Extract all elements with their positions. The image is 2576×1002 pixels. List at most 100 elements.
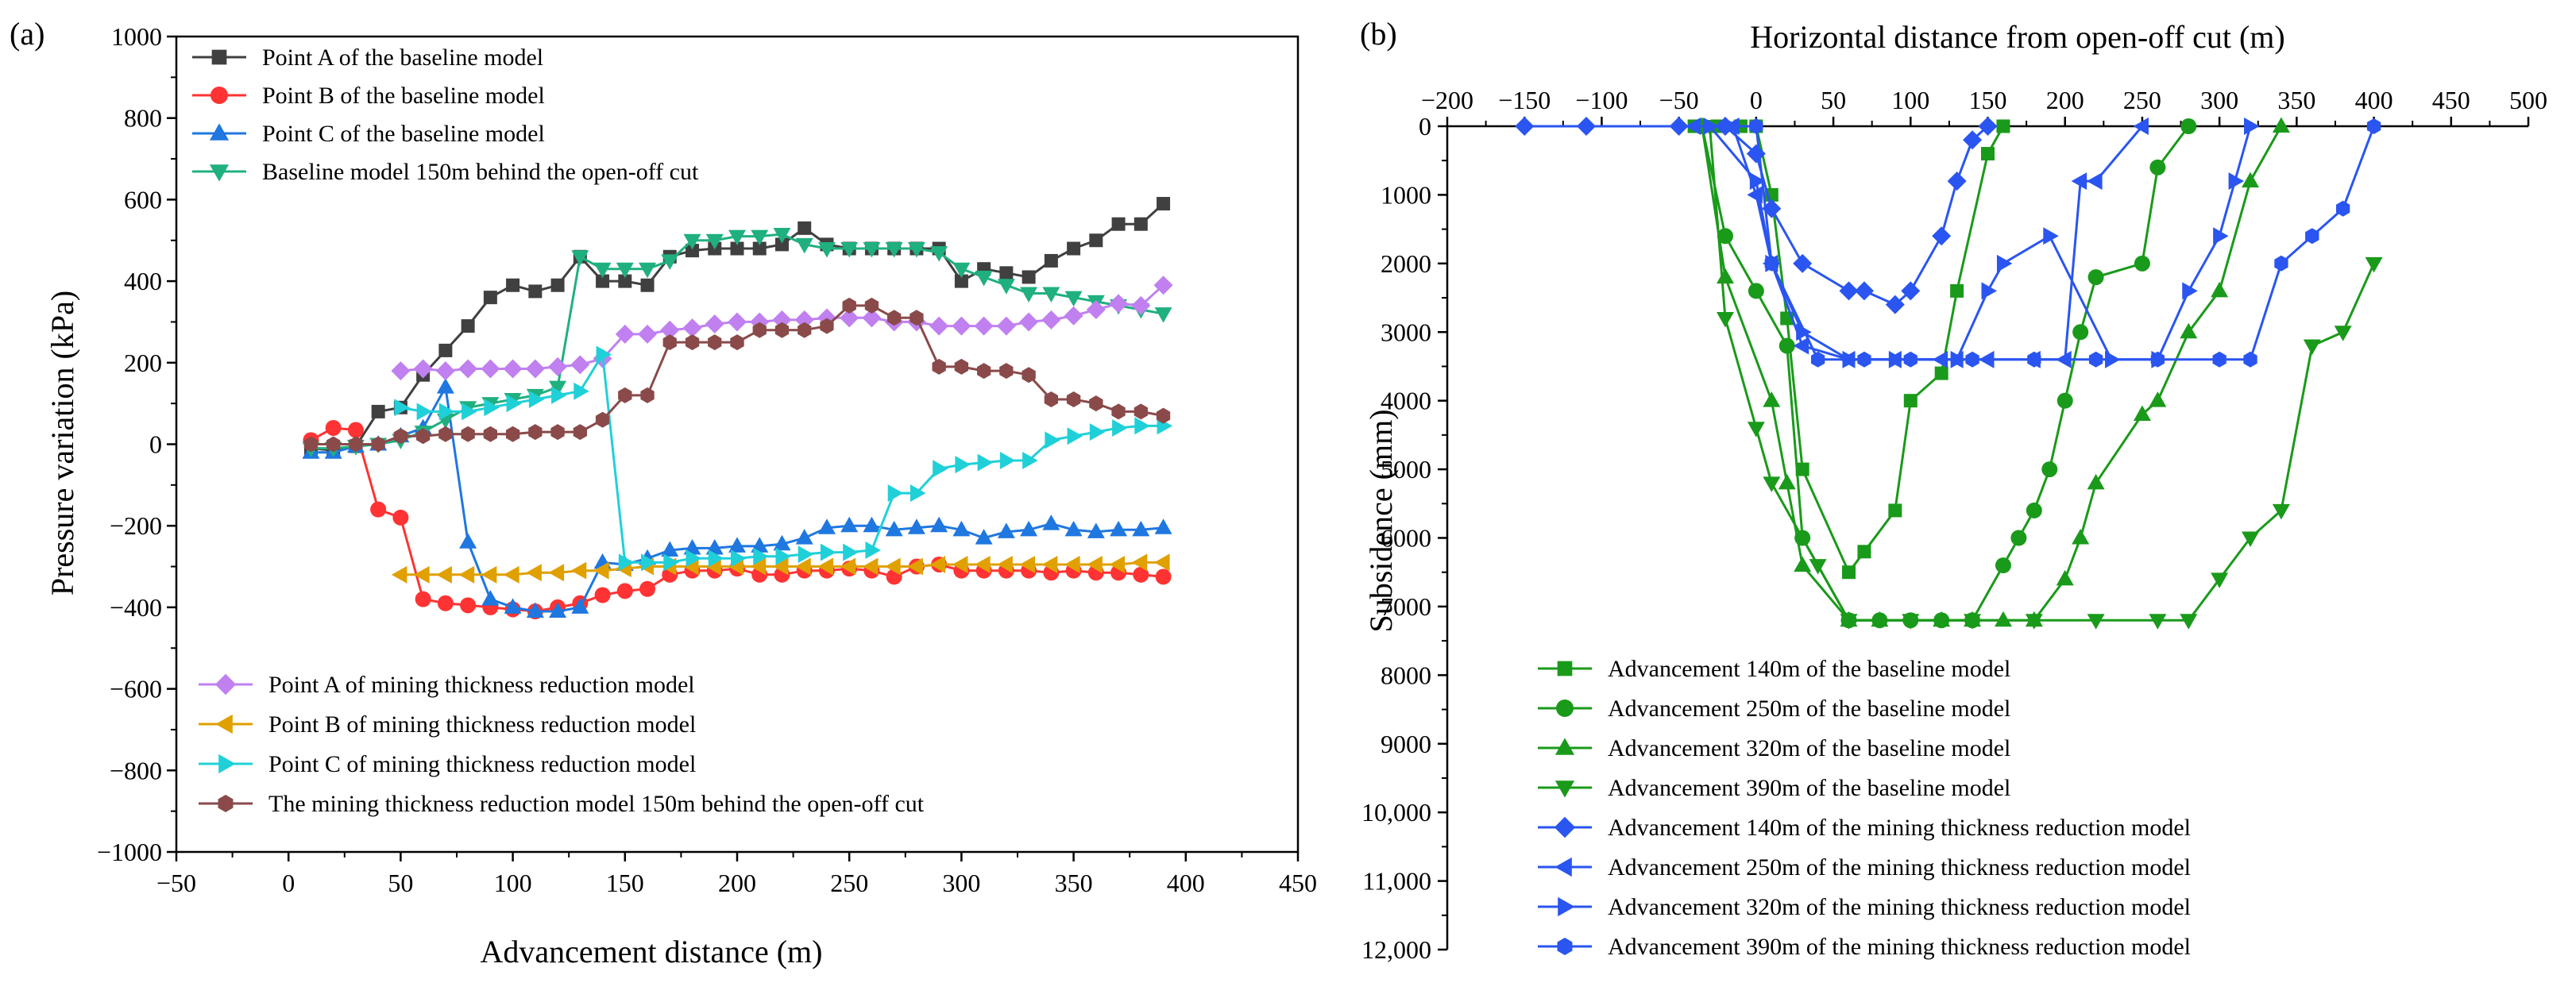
chart-b-xtick-label: 350 — [2277, 86, 2315, 114]
legend-item-point-b-of-the-baseline-model: Point B of the baseline model — [192, 83, 545, 109]
data-point — [1903, 394, 1918, 408]
data-point — [1134, 417, 1150, 435]
data-point — [550, 424, 565, 441]
data-point — [929, 316, 949, 336]
chart-a-xtick-label: 450 — [1279, 869, 1317, 897]
legend-marker — [209, 123, 230, 141]
data-point — [458, 565, 475, 584]
data-point — [863, 242, 881, 258]
data-point — [1718, 118, 1732, 134]
data-point — [615, 324, 635, 344]
chart-b: (b) −200 −150 −100 −50 0 50 100 150 200 250 300 350… — [1360, 16, 2547, 964]
data-point — [1089, 423, 1106, 441]
chart-b-xtick-label: −50 — [1659, 86, 1699, 114]
data-point — [2242, 171, 2260, 188]
data-point — [1042, 514, 1060, 530]
data-point — [526, 602, 544, 619]
chart-b-xlabel: Horizontal distance from open-off cut (m… — [1750, 19, 2284, 55]
data-point — [394, 399, 410, 417]
data-point — [505, 426, 520, 442]
data-point — [504, 598, 522, 614]
data-point — [2087, 614, 2105, 630]
data-point — [930, 516, 948, 533]
data-point — [1981, 147, 1995, 161]
data-point — [772, 310, 792, 330]
data-point — [885, 242, 903, 258]
data-point — [1778, 337, 1795, 354]
legend-item-baseline-model-150m-behind-the-open-off-cut: Baseline model 150m behind the open-off … — [192, 159, 699, 185]
chart-a-xtick-label: 150 — [606, 869, 644, 897]
data-point — [2134, 255, 2150, 272]
data-point — [503, 359, 523, 379]
data-point — [864, 297, 879, 314]
data-point — [887, 484, 904, 503]
data-point — [504, 565, 519, 584]
data-point — [728, 229, 746, 246]
data-point — [1934, 366, 1948, 380]
data-point — [1764, 255, 1778, 272]
legend-item-advancement-250m-of-the-mining-thickness-reduction-model: Advancement 250m of the mining thickness… — [1538, 854, 2191, 881]
data-point — [952, 555, 968, 573]
chart-b-axes: −200 −150 −100 −50 0 50 100 150 200 250 300 350 400 4… — [1361, 86, 2547, 964]
series-the-mining-thickness-reduction-model-150m-behind-the-open-off-cut — [303, 297, 1171, 453]
data-point — [570, 355, 590, 375]
data-point — [1041, 555, 1058, 573]
data-point — [2133, 118, 2149, 135]
data-point — [663, 553, 679, 572]
data-point — [618, 274, 632, 288]
data-point — [2244, 118, 2260, 135]
data-point — [975, 555, 991, 573]
data-point — [910, 310, 924, 326]
legend-marker — [1557, 661, 1573, 676]
chart-b-xtick-label: 200 — [2046, 86, 2084, 114]
legend-marker — [1554, 857, 1572, 877]
data-point — [392, 509, 409, 526]
data-point — [551, 386, 567, 404]
data-point — [506, 395, 523, 413]
chart-a-legend-top: Point A of the baseline model Point B of … — [192, 44, 699, 185]
data-point — [974, 316, 994, 336]
data-point — [574, 382, 589, 400]
chart-b-xtick-label: 250 — [2123, 86, 2161, 114]
data-point — [954, 274, 968, 288]
data-point — [996, 316, 1016, 336]
data-point — [752, 241, 767, 256]
data-point — [2303, 339, 2321, 356]
data-point — [685, 334, 700, 351]
data-point — [1669, 117, 1689, 136]
data-point — [955, 456, 971, 474]
data-point — [1749, 172, 1766, 191]
data-point — [2180, 614, 2198, 630]
data-point — [1749, 118, 1763, 134]
data-point — [1089, 395, 1103, 412]
series-advancement-320m-of-the-baseline-model — [1693, 117, 2290, 627]
data-point — [461, 319, 475, 333]
chart-a-legend-bottom: Point A of mining thickness reduction mo… — [199, 672, 925, 817]
legend-item-point-a-of-the-baseline-model: Point A of the baseline model — [192, 44, 543, 71]
data-point — [1044, 391, 1058, 407]
data-point — [438, 426, 453, 442]
data-point — [616, 583, 633, 599]
data-point — [1156, 407, 1171, 424]
data-point — [1064, 306, 1083, 326]
data-point — [1840, 614, 1858, 630]
data-point — [862, 308, 882, 328]
data-point — [730, 334, 744, 351]
chart-b-legend: Advancement 140m of the baseline model Ad… — [1538, 656, 2191, 960]
chart-b-ylabel: Subsidence (mm) — [1363, 409, 1399, 632]
data-point — [1902, 614, 1920, 630]
data-point — [907, 557, 923, 576]
data-point — [795, 529, 813, 545]
data-point — [2057, 392, 2073, 409]
data-point — [817, 557, 833, 576]
chart-a-ytick-label: −200 — [110, 511, 162, 540]
legend-label: Advancement 320m of the baseline model — [1608, 735, 2010, 761]
data-point — [840, 308, 859, 328]
data-point — [1087, 555, 1103, 573]
data-point — [415, 591, 431, 607]
data-point — [528, 391, 545, 409]
data-point — [548, 356, 568, 376]
series-line — [1694, 125, 2144, 361]
legend-marker — [209, 164, 230, 182]
chart-b-xtick-label: 100 — [1891, 86, 1929, 114]
